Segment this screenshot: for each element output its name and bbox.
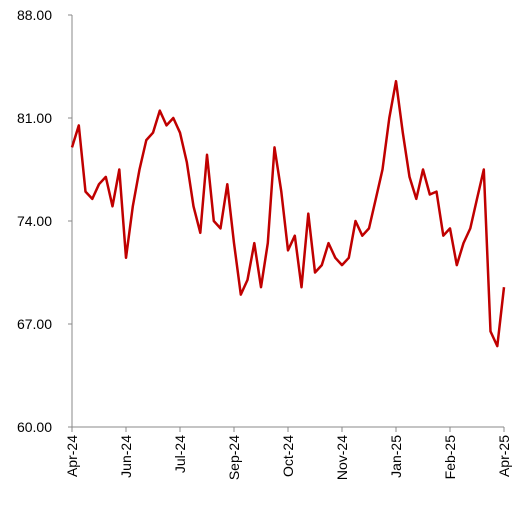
x-tick-label: Jul-24 xyxy=(172,435,188,473)
y-tick-label: 74.00 xyxy=(17,213,52,229)
y-tick-label: 67.00 xyxy=(17,316,52,332)
y-tick-label: 60.00 xyxy=(17,419,52,435)
x-tick-label: Oct-24 xyxy=(280,435,296,477)
y-tick-label: 81.00 xyxy=(17,110,52,126)
x-tick-label: Apr-24 xyxy=(64,435,80,477)
x-tick-label: Sep-24 xyxy=(226,435,242,480)
x-tick-label: Jun-24 xyxy=(118,435,134,478)
y-tick-label: 88.00 xyxy=(17,7,52,23)
x-tick-label: Jan-25 xyxy=(388,435,404,478)
x-tick-label: Nov-24 xyxy=(334,435,350,480)
line xyxy=(70,79,506,348)
x-tick-label: Feb-25 xyxy=(442,435,458,480)
x-tick-label: Apr-25 xyxy=(496,435,512,477)
